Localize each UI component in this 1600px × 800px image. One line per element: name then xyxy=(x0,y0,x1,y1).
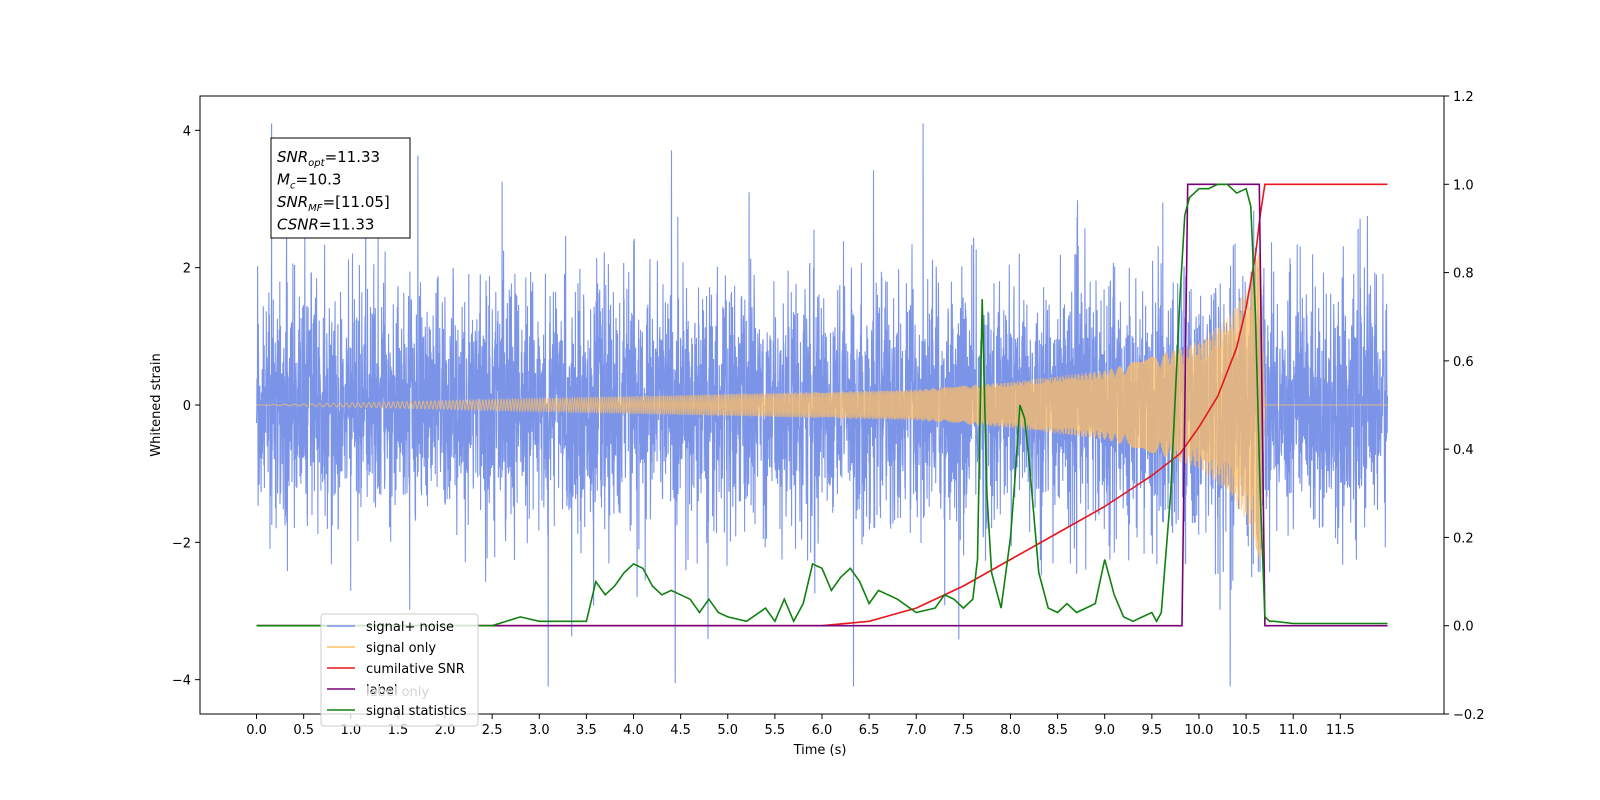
annotation-value: =11.33 xyxy=(325,148,381,166)
series-signal-noise xyxy=(255,123,1389,687)
y-tick-label: −4 xyxy=(172,674,191,689)
annotation-line: CSNR=11.33 xyxy=(277,216,374,234)
x-tick-label: 10.5 xyxy=(1232,723,1261,738)
annotation-value: =10.3 xyxy=(295,171,341,189)
y-tick-label: 2 xyxy=(183,262,191,277)
annotation-line: SNRMF=[11.05] xyxy=(277,193,390,214)
annotation-line: SNRopt=11.33 xyxy=(277,148,380,169)
y2-tick-label: 0.2 xyxy=(1453,531,1474,546)
legend: signal+ noise signal only cumilative SNR la… xyxy=(320,613,479,727)
annotation-line: Mc=10.3 xyxy=(277,171,341,192)
annotation-value: =11.33 xyxy=(319,216,375,234)
x-tick-label: 1.0 xyxy=(340,723,361,738)
y-axis-ticks: −4 −2 0 2 4 xyxy=(172,124,200,689)
legend-label: label xyxy=(366,683,397,698)
x-tick-label: 11.0 xyxy=(1279,723,1308,738)
x-tick-label: 3.5 xyxy=(576,723,597,738)
y2-tick-label: 0.6 xyxy=(1453,355,1474,370)
annotation-subscript: c xyxy=(290,181,296,192)
y-tick-label: −2 xyxy=(172,536,191,551)
annotation-value: =[11.05] xyxy=(323,193,390,211)
y2-tick-label: 0.0 xyxy=(1453,620,1474,635)
annotation-symbol: CSNR xyxy=(277,216,319,234)
x-tick-label: 7.5 xyxy=(953,723,974,738)
series-signal-only xyxy=(256,251,1388,559)
annotation-box: SNRopt=11.33Mc=10.3SNRMF=[11.05]CSNR=11.… xyxy=(270,137,411,239)
legend-label: label only xyxy=(366,685,429,700)
x-tick-label: 10.0 xyxy=(1184,723,1213,738)
annotation-subscript: opt xyxy=(308,158,325,169)
x-tick-label: 1.5 xyxy=(388,723,409,738)
x-tick-label: 5.5 xyxy=(765,723,786,738)
x-tick-label: 7.0 xyxy=(906,723,927,738)
x-tick-label: 5.0 xyxy=(717,723,738,738)
x-tick-label: 4.0 xyxy=(623,723,644,738)
x-tick-label: 3.0 xyxy=(529,723,550,738)
x-tick-label: 6.0 xyxy=(812,723,833,738)
legend-frame xyxy=(320,613,479,727)
x-tick-label: 8.5 xyxy=(1047,723,1068,738)
y2-tick-label: 1.2 xyxy=(1453,90,1474,105)
x-tick-label: 2.5 xyxy=(482,723,503,738)
x-axis-ticks: 0.0 0.5 1.0 1.5 2.0 2.5 3.0 3.5 4.0 4.5 5.0 5.5 6.0 6… xyxy=(246,714,1355,738)
series-layer xyxy=(255,123,1389,687)
x-tick-label: 11.5 xyxy=(1326,723,1355,738)
legend-label: cumilative SNR xyxy=(366,662,465,677)
x-tick-label: 9.0 xyxy=(1094,723,1115,738)
x-tick-label: 8.0 xyxy=(1000,723,1021,738)
x-tick-label: 0.0 xyxy=(246,723,267,738)
x-tick-label: 6.5 xyxy=(859,723,880,738)
y2-tick-label: 0.8 xyxy=(1453,267,1474,282)
series-signal-statistics xyxy=(256,183,1388,627)
annotation-frame xyxy=(270,137,411,239)
x-tick-label: 4.5 xyxy=(670,723,691,738)
y2-tick-label: 0.4 xyxy=(1453,443,1474,458)
legend-label: signal statistics xyxy=(366,704,467,719)
x-axis-label: Time (s) xyxy=(793,743,847,758)
annotation-symbol: SNR xyxy=(277,193,308,211)
annotation-symbol: SNR xyxy=(277,148,308,166)
y-axis-label: Whitened strain xyxy=(149,353,164,456)
annotation-symbol: M xyxy=(277,171,290,189)
y2-tick-label: 1.0 xyxy=(1453,178,1474,193)
annotation-subscript: MF xyxy=(308,203,323,214)
y-tick-label: 0 xyxy=(183,399,191,414)
x-tick-label: 2.0 xyxy=(435,723,456,738)
legend-label: signal only xyxy=(366,641,436,656)
x-tick-label: 0.5 xyxy=(293,723,314,738)
legend-label: signal+ noise xyxy=(366,620,454,635)
y2-axis-ticks: −0.2 0.0 0.2 0.4 0.6 0.8 1.0 1.2 xyxy=(1444,90,1485,723)
y-tick-label: 4 xyxy=(183,124,191,139)
y2-tick-label: −0.2 xyxy=(1453,708,1485,723)
series-cumilative-snr xyxy=(256,183,1388,627)
x-tick-label: 9.5 xyxy=(1142,723,1163,738)
